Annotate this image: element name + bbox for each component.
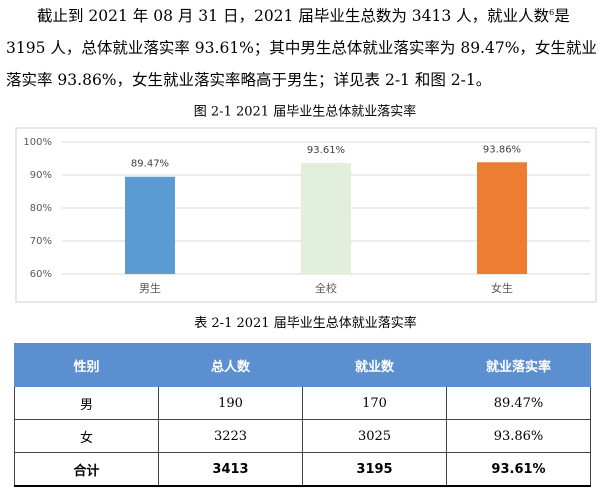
- paragraph-text: 截止到 2021 年 08 月 31 日，2021 届毕业生总数为 3413 人…: [37, 7, 550, 25]
- bar: [125, 176, 175, 274]
- y-tick-label: 80%: [30, 203, 52, 214]
- bar: [477, 162, 527, 274]
- table: 性别 总人数 就业数 就业落实率男 190 170 89.47% 女 3223 3025 93.86…: [14, 343, 591, 487]
- header-row: 性别 总人数 就业数 就业落实率: [14, 343, 591, 387]
- footnote-mark: 6: [549, 7, 555, 17]
- table-cell: 3195: [302, 452, 447, 487]
- header-cell: 总人数: [158, 343, 303, 387]
- table-cell: 170: [302, 386, 447, 420]
- header-cell: 就业数: [302, 343, 447, 387]
- y-tick-label: 90%: [30, 170, 52, 181]
- y-tick-label: 70%: [30, 236, 52, 247]
- y-tick-label: 100%: [23, 137, 52, 148]
- bar: [301, 163, 351, 274]
- table-cell: 93.61%: [446, 452, 591, 487]
- table-row: 合计 3413 3195 93.61%: [14, 452, 591, 487]
- table-cell: 93.86%: [446, 419, 591, 453]
- x-tick-label: 男生: [139, 281, 161, 295]
- table-cell: 3413: [158, 452, 303, 487]
- chart-title: 图 2-1 2021 届毕业生总体就业落实率: [194, 104, 416, 120]
- table-row: 男 190 170 89.47%: [14, 386, 591, 420]
- table-cell: 3223: [158, 419, 303, 453]
- value-label: 93.86%: [483, 144, 521, 155]
- table-body: 男 190 170 89.47% 女 3223 3025 93.86% 合计 3413 3195 93…: [14, 386, 591, 487]
- chart: 图 2-1 2021 届毕业生总体就业落实率 60% 70% 80% 90% 100% 男…: [15, 104, 597, 303]
- header-cell: 就业落实率: [446, 343, 591, 387]
- value-label: 93.61%: [307, 145, 345, 156]
- table-cell: 男: [14, 386, 159, 420]
- table-cell: 3025: [302, 419, 447, 453]
- x-tick-label: 全校: [315, 281, 337, 295]
- table-caption: 表 2-1 2021 届毕业生总体就业落实率: [194, 316, 417, 331]
- header-cell: 性别: [14, 343, 159, 387]
- paragraph: 截止到 2021 年 08 月 31 日，2021 届毕业生总数为 3413 人…: [6, 0, 602, 96]
- table-row: 女 3223 3025 93.86%: [14, 419, 591, 453]
- x-tick-label: 女生: [491, 281, 513, 295]
- table-cell: 89.47%: [446, 386, 591, 420]
- value-label: 89.47%: [131, 159, 169, 170]
- table-cell: 190: [158, 386, 303, 420]
- paragraph-text: 是 3195 人，总体就业落实率 93.61%；其中男生总体就业落实率为 89.…: [6, 7, 597, 89]
- y-tick-label: 60%: [30, 269, 52, 280]
- table-cell: 合计: [14, 452, 159, 487]
- chart-frame: [15, 127, 597, 303]
- table-cell: 女: [14, 419, 159, 453]
